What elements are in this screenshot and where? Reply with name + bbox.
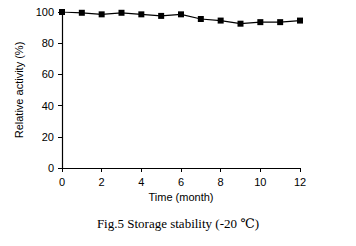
svg-text:40: 40 bbox=[42, 100, 54, 112]
svg-text:80: 80 bbox=[42, 37, 54, 49]
svg-text:6: 6 bbox=[178, 176, 184, 188]
svg-text:12: 12 bbox=[294, 176, 306, 188]
svg-text:2: 2 bbox=[99, 176, 105, 188]
svg-text:0: 0 bbox=[59, 176, 65, 188]
svg-text:4: 4 bbox=[138, 176, 144, 188]
svg-text:Fig.5 Storage stability (-20 ℃: Fig.5 Storage stability (-20 ℃) bbox=[97, 216, 259, 231]
svg-text:Relative activity (%): Relative activity (%) bbox=[13, 42, 25, 139]
svg-text:8: 8 bbox=[218, 176, 224, 188]
svg-text:100: 100 bbox=[36, 6, 54, 18]
svg-text:Time (month): Time (month) bbox=[149, 191, 214, 203]
svg-text:10: 10 bbox=[254, 176, 266, 188]
svg-text:20: 20 bbox=[42, 131, 54, 143]
svg-text:0: 0 bbox=[48, 162, 54, 174]
svg-text:60: 60 bbox=[42, 68, 54, 80]
